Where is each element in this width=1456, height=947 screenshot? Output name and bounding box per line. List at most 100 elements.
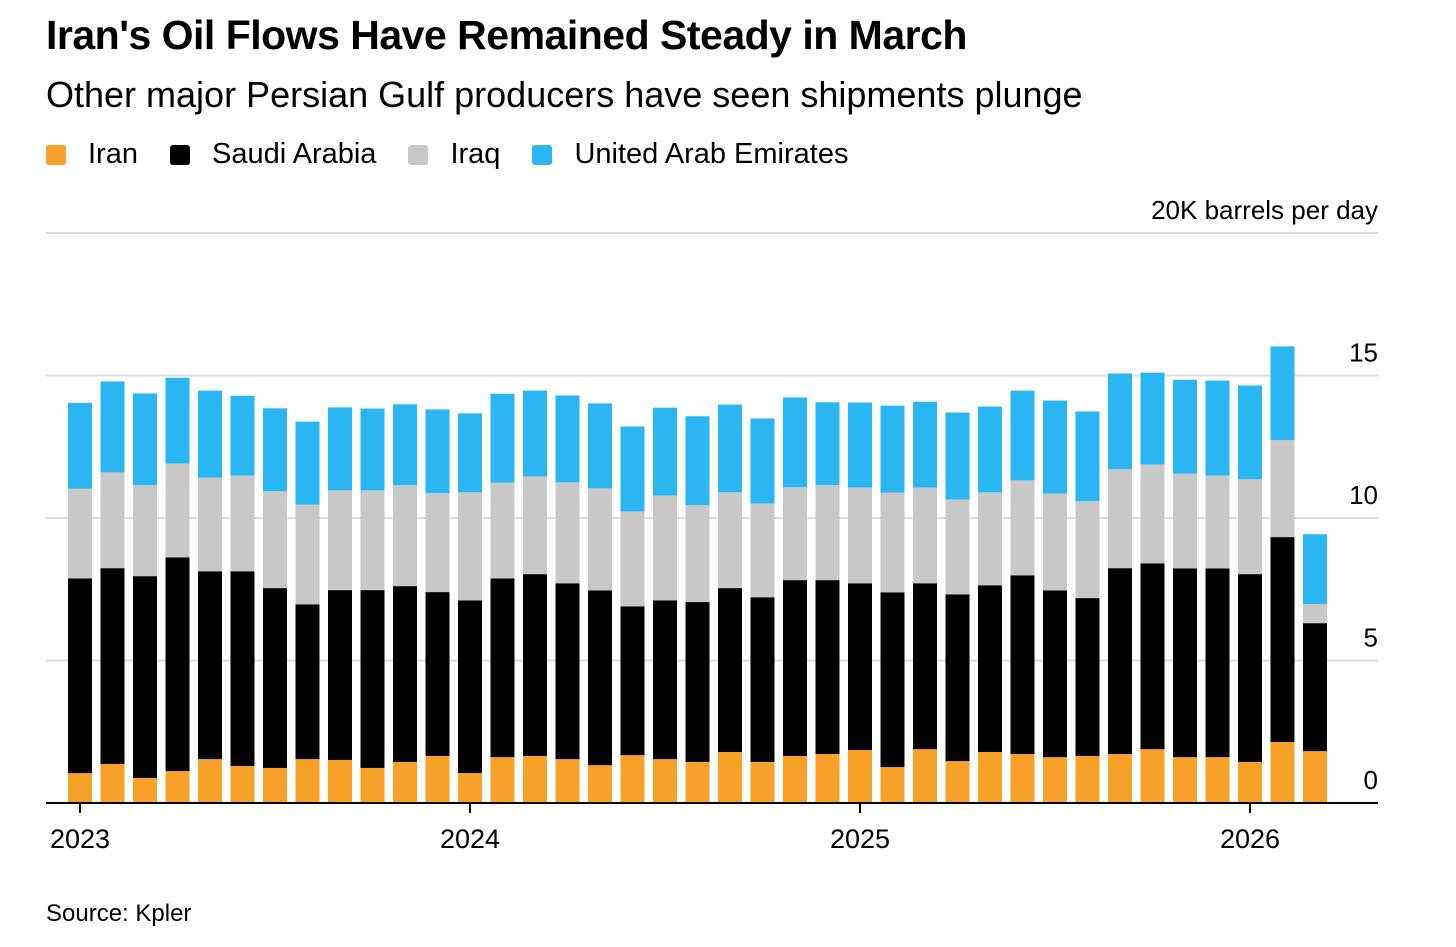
bar-stack-2023-06 — [230, 395, 255, 803]
bar-segment-united-arab-emirates — [133, 393, 157, 486]
bar-stack-2024-10 — [750, 418, 775, 803]
bar-segment-iran — [1108, 753, 1132, 803]
bar-segment-iran — [1270, 742, 1295, 803]
bar-segment-united-arab-emirates — [328, 407, 352, 491]
bar-segment-iraq — [523, 476, 547, 575]
bar-segment-iraq — [815, 485, 840, 581]
bar-segment-iran — [393, 761, 417, 803]
bar-segment-iran — [1173, 757, 1197, 803]
bar-segment-iran — [230, 765, 255, 803]
bar-segment-iran — [588, 765, 612, 803]
bar-stack-2023-11 — [393, 404, 417, 803]
bar-segment-iraq — [295, 504, 320, 605]
bar-segment-iran — [815, 753, 840, 803]
bar-segment-iraq — [750, 503, 775, 598]
bar-segment-united-arab-emirates — [945, 412, 970, 500]
bar-segment-saudi-arabia — [523, 574, 547, 756]
bar-segment-saudi-arabia — [68, 578, 92, 774]
bar-stack-2025-10 — [1140, 372, 1165, 803]
bar-segment-saudi-arabia — [263, 588, 287, 768]
bar-segment-iran — [620, 755, 645, 803]
bar-stack-2023-04 — [165, 377, 190, 803]
bar-segment-iran — [328, 759, 352, 803]
x-tick-label: 2024 — [440, 824, 500, 854]
bar-segment-saudi-arabia — [848, 583, 872, 750]
bar-segment-iraq — [1270, 440, 1295, 538]
bar-segment-iran — [1075, 755, 1100, 803]
x-tick-label: 2026 — [1220, 824, 1280, 854]
x-tick-label: 2023 — [50, 824, 110, 854]
source-note: Source: Kpler — [46, 900, 192, 927]
bar-stack-2023-01 — [68, 402, 92, 803]
bar-segment-saudi-arabia — [230, 571, 255, 766]
bar-segment-united-arab-emirates — [1010, 390, 1035, 481]
bar-segment-saudi-arabia — [1140, 563, 1165, 750]
y-tick-label: 15 — [1349, 338, 1378, 368]
bar-segment-iraq — [783, 487, 807, 581]
bar-stack-2026-03 — [1303, 534, 1327, 803]
bar-segment-iran — [1238, 761, 1262, 803]
legend-item-uae: United Arab Emirates — [532, 138, 848, 171]
bar-stack-2023-08 — [295, 421, 320, 803]
bar-segment-united-arab-emirates — [1140, 372, 1165, 465]
bar-segment-saudi-arabia — [1108, 568, 1132, 754]
bar-stack-2024-01 — [458, 413, 482, 803]
bar-segment-iran — [750, 761, 775, 803]
bar-segment-saudi-arabia — [393, 586, 417, 762]
bar-segment-saudi-arabia — [1270, 537, 1295, 743]
bar-segment-united-arab-emirates — [653, 407, 677, 496]
bar-segment-iran — [68, 773, 92, 803]
bar-segment-iran — [198, 759, 222, 803]
bar-segment-iran — [1010, 753, 1035, 803]
bar-stack-2023-09 — [328, 407, 352, 803]
bar-stack-2024-09 — [718, 404, 742, 803]
legend-item-saudi-arabia: Saudi Arabia — [169, 138, 376, 171]
y-axis-unit-label: 20K barrels per day — [1151, 195, 1378, 225]
bar-segment-saudi-arabia — [588, 590, 612, 766]
bar-segment-iraq — [198, 477, 222, 572]
bar-stack-2025-07 — [1043, 400, 1067, 803]
bar-segment-iraq — [685, 505, 710, 603]
bar-segment-united-arab-emirates — [490, 393, 515, 483]
bar-segment-united-arab-emirates — [1205, 380, 1230, 476]
bar-segment-iran — [848, 749, 872, 803]
legend-label: United Arab Emirates — [574, 138, 849, 170]
bar-segment-saudi-arabia — [328, 590, 352, 760]
bar-stack-2025-06 — [1010, 390, 1035, 803]
bar-stack-2025-09 — [1108, 373, 1132, 803]
bar-stack-2024-12 — [815, 402, 840, 803]
bar-segment-united-arab-emirates — [1238, 385, 1262, 480]
bar-segment-iraq — [1108, 469, 1132, 569]
bar-segment-saudi-arabia — [1010, 575, 1035, 754]
bar-segment-united-arab-emirates — [263, 408, 287, 492]
bar-segment-iran — [653, 759, 677, 803]
bar-segment-iraq — [1173, 473, 1197, 569]
bar-segment-saudi-arabia — [880, 592, 905, 768]
legend-item-iran: Iran — [46, 138, 138, 171]
bar-segment-iraq — [588, 488, 612, 591]
bar-segment-iraq — [1075, 501, 1100, 599]
bar-segment-united-arab-emirates — [230, 395, 255, 476]
bar-segment-iran — [718, 751, 742, 803]
bar-segment-iran — [880, 767, 905, 803]
bar-stack-2025-03 — [913, 401, 937, 803]
bar-segment-iraq — [978, 492, 1002, 586]
bar-stack-2023-12 — [425, 409, 450, 803]
bar-segment-united-arab-emirates — [913, 401, 937, 488]
y-tick-label: 5 — [1364, 623, 1378, 653]
bar-segment-iraq — [490, 482, 515, 579]
bar-segment-united-arab-emirates — [880, 405, 905, 493]
bar-segment-iran — [458, 773, 482, 803]
bar-segment-united-arab-emirates — [198, 390, 222, 478]
bar-stack-2025-12 — [1205, 380, 1230, 803]
legend-swatch-iraq — [408, 144, 429, 165]
bar-segment-saudi-arabia — [1173, 568, 1197, 758]
bar-segment-united-arab-emirates — [393, 404, 417, 486]
bar-stack-2024-08 — [685, 416, 710, 803]
bar-segment-iraq — [425, 493, 450, 593]
bar-segment-saudi-arabia — [1238, 574, 1262, 762]
bar-segment-iran — [523, 755, 547, 803]
bar-segment-united-arab-emirates — [620, 426, 645, 512]
bar-stack-2025-08 — [1075, 411, 1100, 803]
